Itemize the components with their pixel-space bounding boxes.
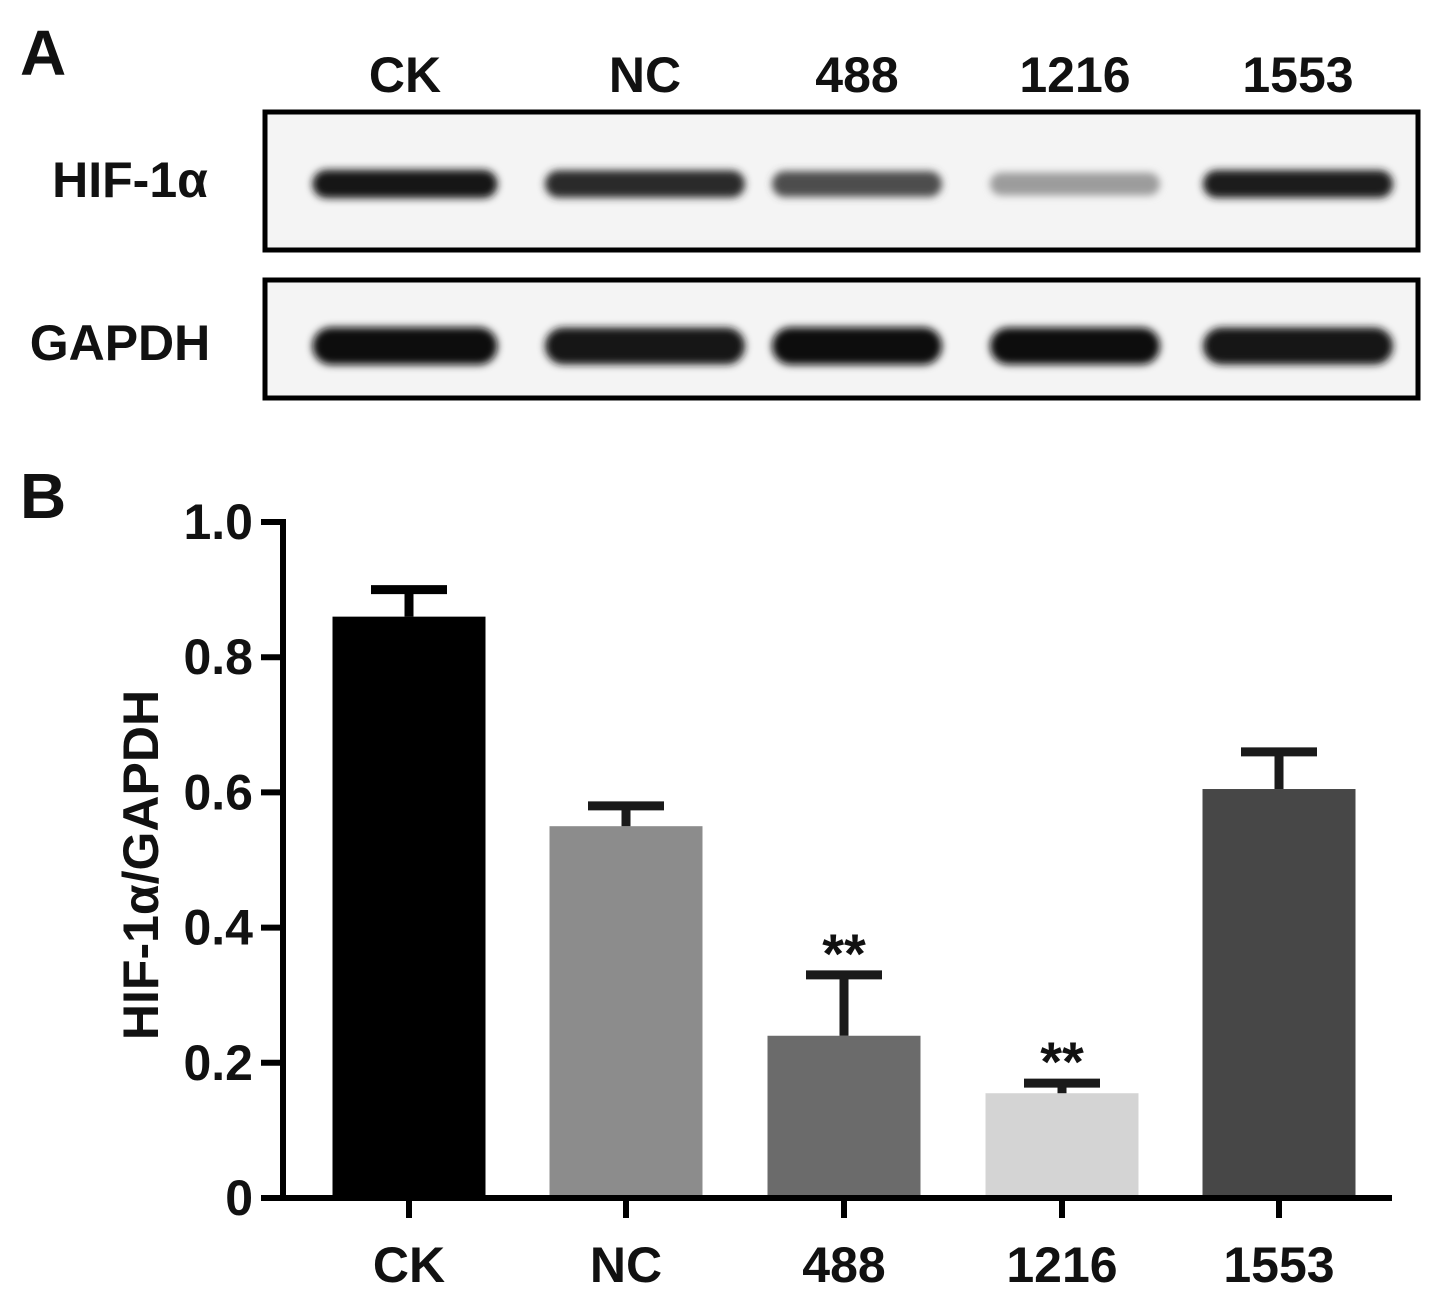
y-tick-label: 0 — [225, 1170, 253, 1226]
bar-nc — [549, 826, 703, 1198]
blot-row-hif-1α: HIF-1α — [52, 109, 1421, 253]
y-tick-label: 0.4 — [183, 900, 253, 956]
band-nc — [545, 327, 745, 365]
blot-row-gapdh: GAPDH — [30, 277, 1421, 401]
bar-488 — [767, 1035, 921, 1198]
lane-labels: CK NC 488 1216 1553 — [369, 47, 1354, 103]
band-488 — [772, 327, 942, 365]
y-axis-title: HIF-1α/GAPDH — [113, 690, 169, 1040]
band-1553 — [1203, 327, 1393, 365]
x-tick-label-1216: 1216 — [1006, 1237, 1117, 1293]
lane-label-488: 488 — [815, 47, 898, 103]
lane-label-1216: 1216 — [1019, 47, 1130, 103]
band-1216 — [990, 172, 1160, 196]
lane-label-1553: 1553 — [1242, 47, 1353, 103]
bars — [332, 616, 1356, 1198]
bar-1553 — [1202, 789, 1356, 1198]
significance-1216: ** — [1040, 1030, 1084, 1093]
x-tick-label-488: 488 — [802, 1237, 885, 1293]
band-1553 — [1203, 170, 1393, 198]
blot-rows: HIF-1α GAPDH — [30, 109, 1421, 401]
x-ticks: CK NC 488 1216 1553 — [373, 1198, 1335, 1293]
bar-1216 — [985, 1093, 1139, 1198]
y-ticks: 0 0.2 0.4 0.6 0.8 1.0 — [183, 494, 283, 1226]
lane-label-ck: CK — [369, 47, 441, 103]
band-ck — [312, 169, 498, 199]
y-tick-label: 0.8 — [183, 629, 253, 685]
x-tick-label-1553: 1553 — [1223, 1237, 1334, 1293]
panel-b-label: B — [20, 460, 66, 532]
y-tick-label: 0.6 — [183, 764, 253, 820]
band-ck — [312, 327, 498, 365]
panel-b: B HIF-1α/GAPDH ** ** 0 0.2 0.4 0.6 0.8 1.0 CK N… — [20, 460, 1392, 1293]
y-tick-label: 0.2 — [183, 1035, 253, 1091]
error-bars — [371, 585, 1317, 1094]
significance-488: ** — [822, 922, 866, 985]
band-nc — [545, 170, 745, 198]
band-1216 — [990, 327, 1160, 365]
row-label: HIF-1α — [52, 152, 208, 208]
lane-label-nc: NC — [609, 47, 681, 103]
band-488 — [772, 171, 942, 197]
x-tick-label-nc: NC — [590, 1237, 662, 1293]
y-tick-label: 1.0 — [183, 494, 253, 550]
panel-a-label: A — [20, 17, 66, 89]
axes — [280, 519, 1392, 1201]
bar-ck — [332, 616, 486, 1198]
row-label: GAPDH — [30, 315, 211, 371]
panel-a: A CK NC 488 1216 1553 HIF-1α GAPDH — [20, 17, 1421, 401]
x-tick-label-ck: CK — [373, 1237, 445, 1293]
significance-marks: ** ** — [822, 922, 1084, 1093]
